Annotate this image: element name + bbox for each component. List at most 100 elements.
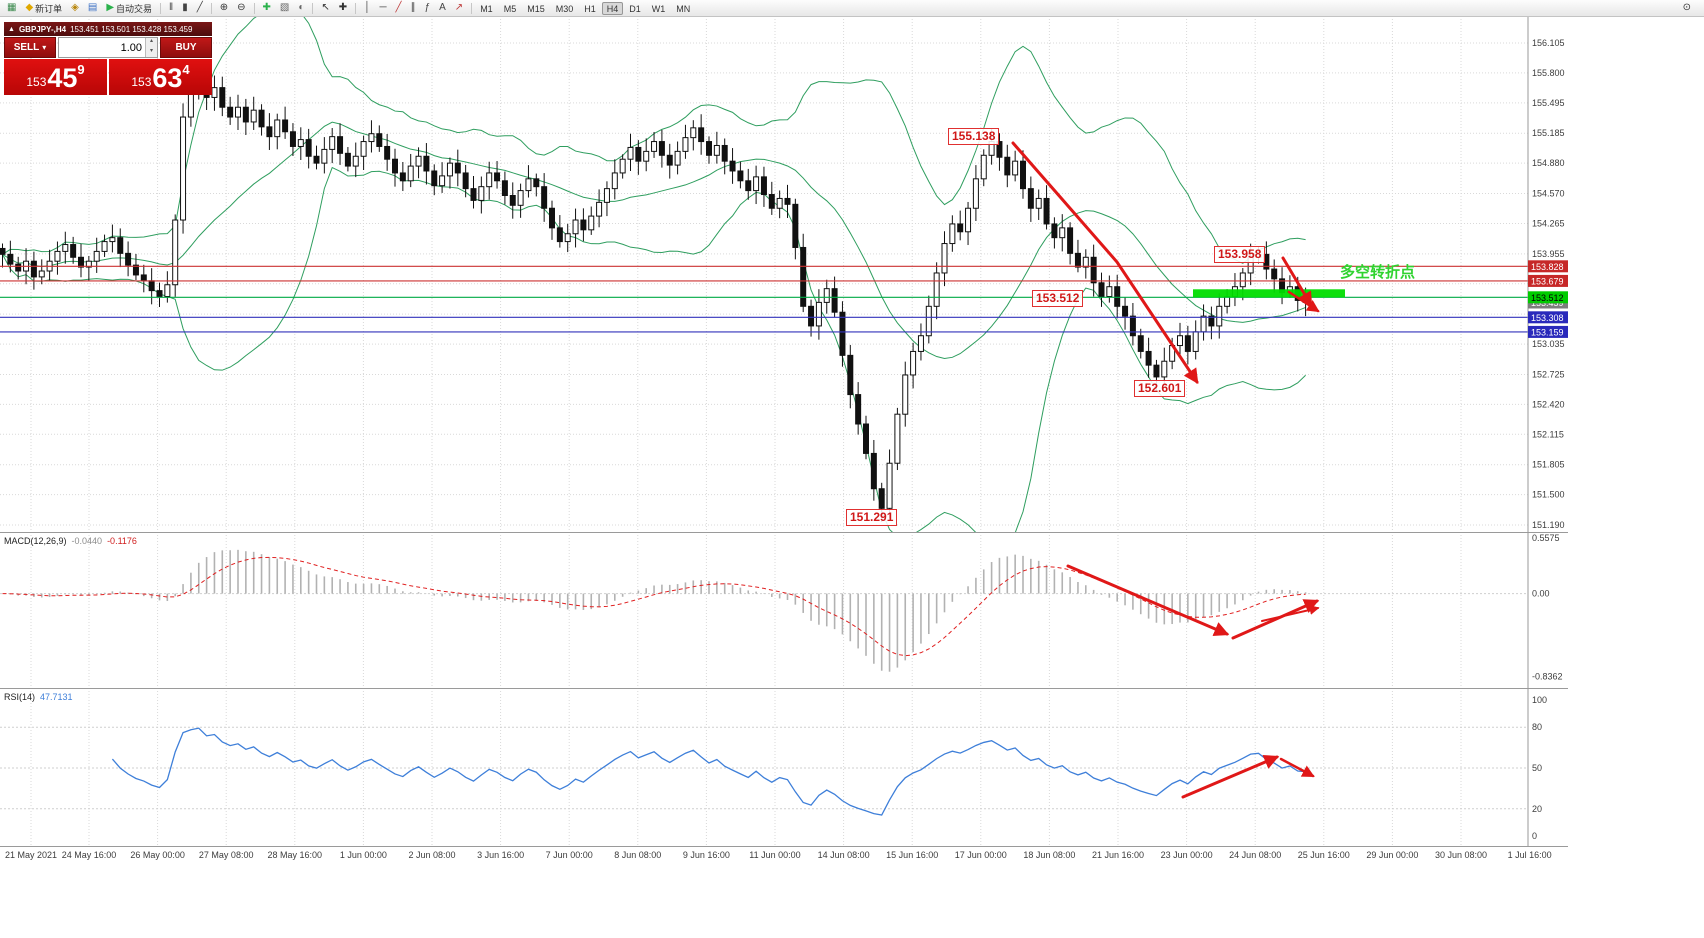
svg-text:25 Jun 16:00: 25 Jun 16:00 [1298, 850, 1350, 860]
templates-icon-glyph: ▧ [279, 2, 290, 13]
period-icon[interactable]: ◐ [294, 1, 308, 15]
bar-chart-icon[interactable]: ‖ [165, 1, 177, 15]
buy-price-panel[interactable]: 153 63 4 [109, 59, 212, 95]
svg-text:20: 20 [1532, 804, 1542, 814]
svg-text:27 May 08:00: 27 May 08:00 [199, 850, 254, 860]
svg-text:100: 100 [1532, 695, 1547, 705]
svg-text:0.00: 0.00 [1532, 589, 1550, 599]
line-chart-icon[interactable]: ╱ [193, 1, 207, 15]
new-order-button[interactable]: ◆ 新订单 [21, 1, 66, 15]
magnifier-icon[interactable]: ⊙ [1679, 1, 1695, 15]
cursor-icon-glyph: ↖ [321, 2, 330, 13]
svg-text:80: 80 [1532, 722, 1542, 732]
price-label-annotation[interactable]: 155.138 [948, 128, 1000, 145]
one-click-trading-panel: ▲ GBPJPY-,H4 153.451 153.501 153.428 153… [4, 22, 212, 95]
navigator-icon[interactable]: ◈ [67, 1, 83, 15]
buy-button[interactable]: BUY [160, 37, 212, 58]
candles-layer [0, 64, 1309, 522]
buy-button-label: BUY [175, 42, 197, 53]
svg-text:1 Jun 00:00: 1 Jun 00:00 [340, 850, 387, 860]
arrows-icon[interactable]: ↗ [451, 1, 467, 15]
market-watch-icon[interactable]: ▤ [84, 1, 101, 15]
text-icon[interactable]: A [435, 1, 450, 15]
sell-price-panel[interactable]: 153 45 9 [4, 59, 107, 95]
price-label-annotation[interactable]: 151.291 [846, 509, 898, 526]
volume-up-icon[interactable]: ▴ [146, 38, 157, 48]
svg-text:156.105: 156.105 [1532, 38, 1565, 48]
svg-text:7 Jun 00:00: 7 Jun 00:00 [546, 850, 593, 860]
toolbar-separator [253, 2, 255, 14]
turning-point-band[interactable] [1193, 289, 1345, 298]
trade-panel-header[interactable]: ▲ GBPJPY-,H4 153.451 153.501 153.428 153… [4, 22, 212, 36]
svg-text:21 May 2021: 21 May 2021 [5, 850, 57, 860]
indicators-icon-glyph: ✚ [262, 2, 271, 13]
timeframe-mn[interactable]: MN [676, 3, 691, 14]
price-label-annotation[interactable]: 153.512 [1032, 290, 1084, 307]
svg-text:17 Jun 00:00: 17 Jun 00:00 [955, 850, 1007, 860]
collapse-caret-icon[interactable]: ▲ [8, 25, 15, 33]
fibonacci-icon[interactable]: ƒ [421, 1, 435, 15]
vertical-line-icon[interactable]: │ [360, 1, 374, 15]
svg-text:9 Jun 16:00: 9 Jun 16:00 [683, 850, 730, 860]
toolbar-separator [312, 2, 314, 14]
svg-text:153.308: 153.308 [1531, 313, 1564, 323]
arrows-icon-glyph: ↗ [454, 2, 464, 13]
zoom-in-icon[interactable]: ⊕ [216, 1, 232, 15]
volume-field: ▴ ▾ [58, 37, 158, 58]
timeframe-m15[interactable]: M15 [527, 3, 545, 14]
sell-dropdown-icon[interactable]: ▾ [42, 43, 47, 52]
timeframe-m1[interactable]: M1 [480, 3, 493, 14]
timeframe-d1[interactable]: D1 [629, 3, 641, 14]
toolbar-separator [210, 2, 212, 14]
volume-input[interactable] [59, 38, 145, 57]
macd-layer [2, 549, 1307, 672]
svg-text:155.495: 155.495 [1532, 98, 1565, 108]
svg-text:155.185: 155.185 [1532, 128, 1565, 138]
toolbar-buttons: ▦ ◆ 新订单 ◈ ▤ ▶ 自动交易 ‖ ▮ ╱ ⊕ ⊖ ✚ ▧ ◐ ↖ ✚ │ ─ ╱ ∥ ƒ A ↗ [3, 1, 475, 15]
vertical-line-icon-glyph: │ [364, 2, 371, 13]
trendline-icon[interactable]: ╱ [392, 1, 406, 15]
timeframe-m30[interactable]: M30 [555, 3, 574, 14]
indicators-icon[interactable]: ✚ [259, 1, 275, 15]
svg-text:154.570: 154.570 [1532, 189, 1565, 199]
svg-text:-0.8362: -0.8362 [1532, 672, 1563, 682]
sell-price-big: 45 [47, 63, 78, 93]
horizontal-line-icon[interactable]: ─ [375, 1, 390, 15]
timeframe-h1[interactable]: H1 [584, 3, 596, 14]
price-label-annotation[interactable]: 152.601 [1134, 380, 1186, 397]
turning-point-label[interactable]: 多空转折点 [1340, 264, 1416, 281]
zoom-out-icon[interactable]: ⊖ [233, 1, 249, 15]
sell-button-label: SELL [13, 42, 40, 53]
rsi-layer [111, 727, 1306, 816]
charts-icon[interactable]: ▦ [3, 1, 20, 15]
svg-text:28 May 16:00: 28 May 16:00 [268, 850, 323, 860]
channel-icon[interactable]: ∥ [407, 1, 420, 15]
cursor-icon[interactable]: ↖ [317, 1, 333, 15]
svg-text:2 Jun 08:00: 2 Jun 08:00 [408, 850, 455, 860]
timeframe-w1[interactable]: W1 [651, 3, 666, 14]
trend-arrows-layer[interactable] [1011, 141, 1320, 799]
crosshair-icon-glyph: ✚ [338, 2, 348, 13]
svg-text:152.725: 152.725 [1532, 369, 1565, 379]
svg-text:153.828: 153.828 [1531, 262, 1564, 272]
volume-down-icon[interactable]: ▾ [146, 47, 157, 57]
timeframe-h4[interactable]: H4 [601, 1, 624, 15]
buy-price-big: 63 [152, 63, 183, 93]
sell-price-sup: 9 [77, 62, 85, 77]
autotrading-button-label: 自动交易 [116, 3, 153, 14]
charts-icon-glyph: ▦ [7, 2, 17, 13]
autotrading-button[interactable]: ▶ 自动交易 [102, 1, 156, 15]
price-label-annotation[interactable]: 153.958 [1214, 246, 1266, 263]
crosshair-icon[interactable]: ✚ [335, 1, 351, 15]
candlestick-chart-icon[interactable]: ▮ [178, 1, 192, 15]
svg-text:15 Jun 16:00: 15 Jun 16:00 [886, 850, 938, 860]
hlines-layer[interactable] [0, 265, 1528, 333]
bar-chart-icon-glyph: ‖ [169, 2, 174, 13]
navigator-icon-glyph: ◈ [71, 2, 79, 13]
axes-layer: 156.105 155.800 155.495 155.185 154.880 154.5… [0, 16, 1568, 860]
templates-icon[interactable]: ▧ [276, 1, 293, 15]
timeframe-m5[interactable]: M5 [503, 3, 517, 14]
sell-button[interactable]: SELL ▾ [4, 37, 56, 58]
svg-text:23 Jun 00:00: 23 Jun 00:00 [1161, 850, 1213, 860]
